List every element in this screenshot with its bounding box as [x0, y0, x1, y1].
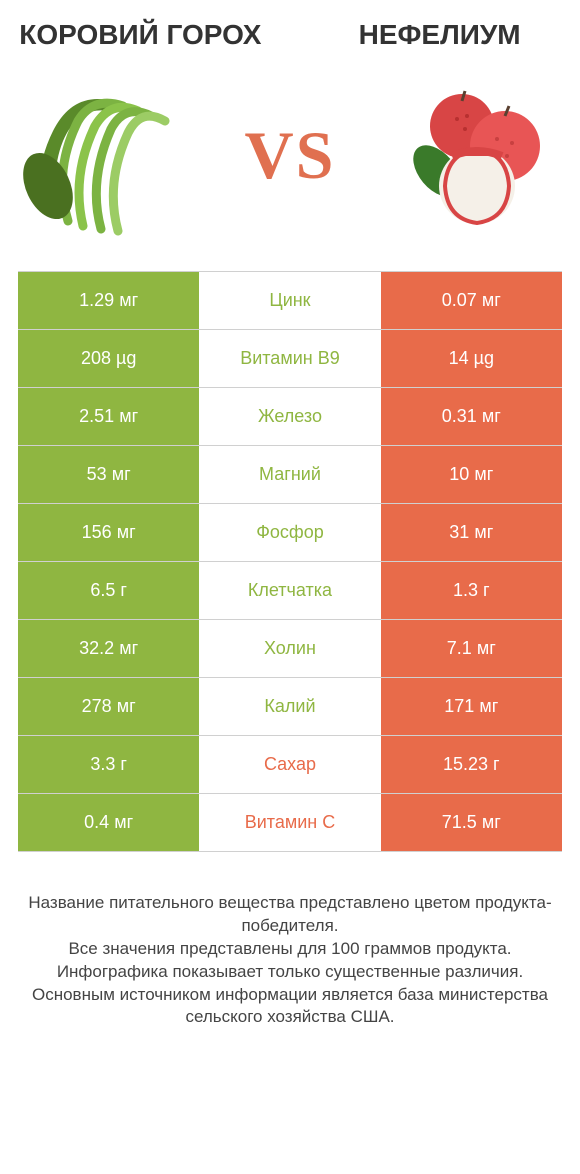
footer-line: Инфографика показывает только существенн…: [26, 961, 554, 984]
nutrient-name-cell: Клетчатка: [199, 562, 380, 619]
right-value-cell: 10 мг: [381, 446, 562, 503]
right-value-cell: 0.07 мг: [381, 272, 562, 329]
table-row: 3.3 гСахар15.23 г: [18, 735, 562, 793]
right-value-cell: 0.31 мг: [381, 388, 562, 445]
right-value-cell: 14 µg: [381, 330, 562, 387]
left-value-cell: 2.51 мг: [18, 388, 199, 445]
table-row: 32.2 мгХолин7.1 мг: [18, 619, 562, 677]
left-value-cell: 278 мг: [18, 678, 199, 735]
nutrient-name-cell: Цинк: [199, 272, 380, 329]
right-value-cell: 171 мг: [381, 678, 562, 735]
table-row: 1.29 мгЦинк0.07 мг: [18, 271, 562, 329]
left-value-cell: 0.4 мг: [18, 794, 199, 851]
right-value-cell: 71.5 мг: [381, 794, 562, 851]
table-row: 156 мгФосфор31 мг: [18, 503, 562, 561]
nutrient-name-cell: Фосфор: [199, 504, 380, 561]
footer-line: Основным источником информации является …: [26, 984, 554, 1030]
left-value-cell: 1.29 мг: [18, 272, 199, 329]
footer-line: Все значения представлены для 100 граммо…: [26, 938, 554, 961]
table-row: 2.51 мгЖелезо0.31 мг: [18, 387, 562, 445]
comparison-table: 1.29 мгЦинк0.07 мг208 µgВитамин B914 µg2…: [18, 271, 562, 852]
footer-line: Название питательного вещества представл…: [26, 892, 554, 938]
table-row: 278 мгКалий171 мг: [18, 677, 562, 735]
nutrient-name-cell: Витамин B9: [199, 330, 380, 387]
vs-label: VS: [245, 116, 336, 195]
right-product-title: НЕФЕЛИУМ: [317, 20, 562, 51]
left-product-title: КОРОВИЙ ГОРОХ: [18, 20, 263, 51]
table-row: 0.4 мгВитамин C71.5 мг: [18, 793, 562, 851]
right-value-cell: 7.1 мг: [381, 620, 562, 677]
right-value-cell: 31 мг: [381, 504, 562, 561]
left-value-cell: 156 мг: [18, 504, 199, 561]
left-value-cell: 208 µg: [18, 330, 199, 387]
left-value-cell: 6.5 г: [18, 562, 199, 619]
nutrient-name-cell: Железо: [199, 388, 380, 445]
images-row: VS: [18, 66, 562, 246]
left-value-cell: 53 мг: [18, 446, 199, 503]
table-row: 208 µgВитамин B914 µg: [18, 329, 562, 387]
left-product-image: [18, 66, 198, 246]
nutrient-name-cell: Сахар: [199, 736, 380, 793]
lychee-icon: [387, 71, 557, 241]
infographic-container: КОРОВИЙ ГОРОХ НЕФЕЛИУМ VS: [0, 0, 580, 1174]
header: КОРОВИЙ ГОРОХ НЕФЕЛИУМ: [18, 20, 562, 51]
right-value-cell: 15.23 г: [381, 736, 562, 793]
right-value-cell: 1.3 г: [381, 562, 562, 619]
nutrient-name-cell: Калий: [199, 678, 380, 735]
table-row: 6.5 гКлетчатка1.3 г: [18, 561, 562, 619]
cowpea-icon: [23, 71, 193, 241]
table-row: 53 мгМагний10 мг: [18, 445, 562, 503]
footer-notes: Название питательного вещества представл…: [18, 892, 562, 1030]
nutrient-name-cell: Витамин C: [199, 794, 380, 851]
nutrient-name-cell: Магний: [199, 446, 380, 503]
left-value-cell: 32.2 мг: [18, 620, 199, 677]
left-value-cell: 3.3 г: [18, 736, 199, 793]
right-product-image: [382, 66, 562, 246]
nutrient-name-cell: Холин: [199, 620, 380, 677]
